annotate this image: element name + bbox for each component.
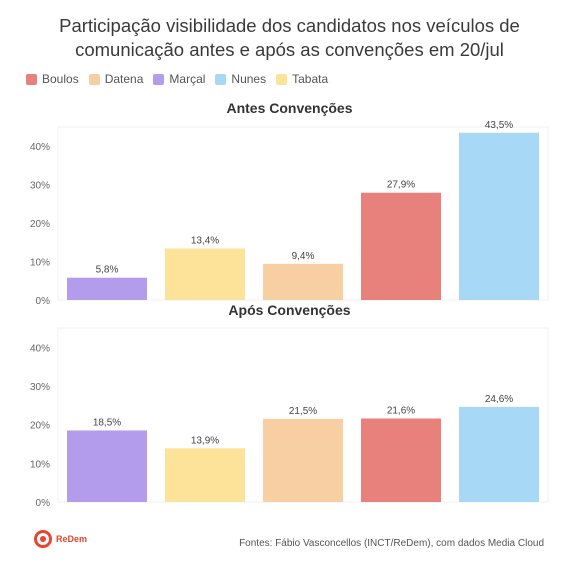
bar-boulos [361,192,441,300]
legend-label-nunes: Nunes [231,72,267,86]
panel-title-antes: Antes Convenções [226,100,353,116]
legend-label-datena: Datena [104,72,144,86]
bar-tabata [165,448,245,502]
panel-title-apos: Após Convenções [228,302,351,318]
legend-swatch-marcal [153,73,165,85]
legend-item-tabata: Tabata [276,72,328,86]
y-tick-label: 20% [30,421,50,432]
legend-swatch-boulos [26,73,37,85]
data-label: 9,4% [292,251,315,262]
bar-marcal [67,430,147,502]
y-tick-label: 30% [30,181,50,192]
y-tick-label: 40% [30,142,50,153]
y-tick-label: 10% [30,459,50,470]
bar-nunes [459,406,539,502]
data-label: 21,5% [289,406,317,417]
data-label: 5,8% [96,265,119,276]
data-label: 27,9% [387,180,415,191]
data-label: 21,6% [387,405,415,416]
redem-logo-icon [34,530,52,548]
legend-item-marcal: Marçal [153,72,205,86]
legend-item-boulos: Boulos [26,72,79,86]
y-tick-label: 0% [36,296,51,307]
chart-title-line-1: Participação visibilidade dos candidatos… [59,15,520,36]
data-label: 18,5% [93,417,121,428]
redem-logo-text: ReDem [56,534,88,544]
legend-label-marcal: Marçal [169,72,206,86]
bar-boulos [361,418,441,502]
legend-item-datena: Datena [88,72,144,86]
legend-swatch-nunes [215,73,227,85]
y-tick-label: 40% [30,343,50,354]
data-label: 24,6% [485,394,513,405]
y-tick-label: 20% [30,219,50,230]
y-tick-label: 10% [30,258,50,269]
bar-datena [263,418,343,502]
legend-label-boulos: Boulos [42,72,79,86]
bar-nunes [459,132,539,300]
source-note: Fontes: Fábio Vasconcellos (INCT/ReDem),… [239,538,544,549]
chart-title-line-2: comunicação antes e após as convenções e… [75,39,504,60]
legend: Boulos Datena Marçal Nunes Tabata [26,72,328,86]
data-label: 13,4% [191,235,219,246]
y-tick-label: 30% [30,382,50,393]
legend-swatch-datena [88,73,100,85]
data-label: 43,5% [485,120,513,131]
redem-logo: ReDem [34,530,87,548]
data-label: 13,9% [191,435,219,446]
legend-label-tabata: Tabata [292,72,329,86]
chart-title: Participação visibilidade dos candidatos… [0,14,579,62]
bar-tabata [165,248,245,300]
legend-item-nunes: Nunes [215,72,266,86]
bar-datena [263,263,343,300]
bar-marcal [67,277,147,300]
legend-swatch-tabata [276,73,288,85]
y-tick-label: 0% [36,498,51,509]
